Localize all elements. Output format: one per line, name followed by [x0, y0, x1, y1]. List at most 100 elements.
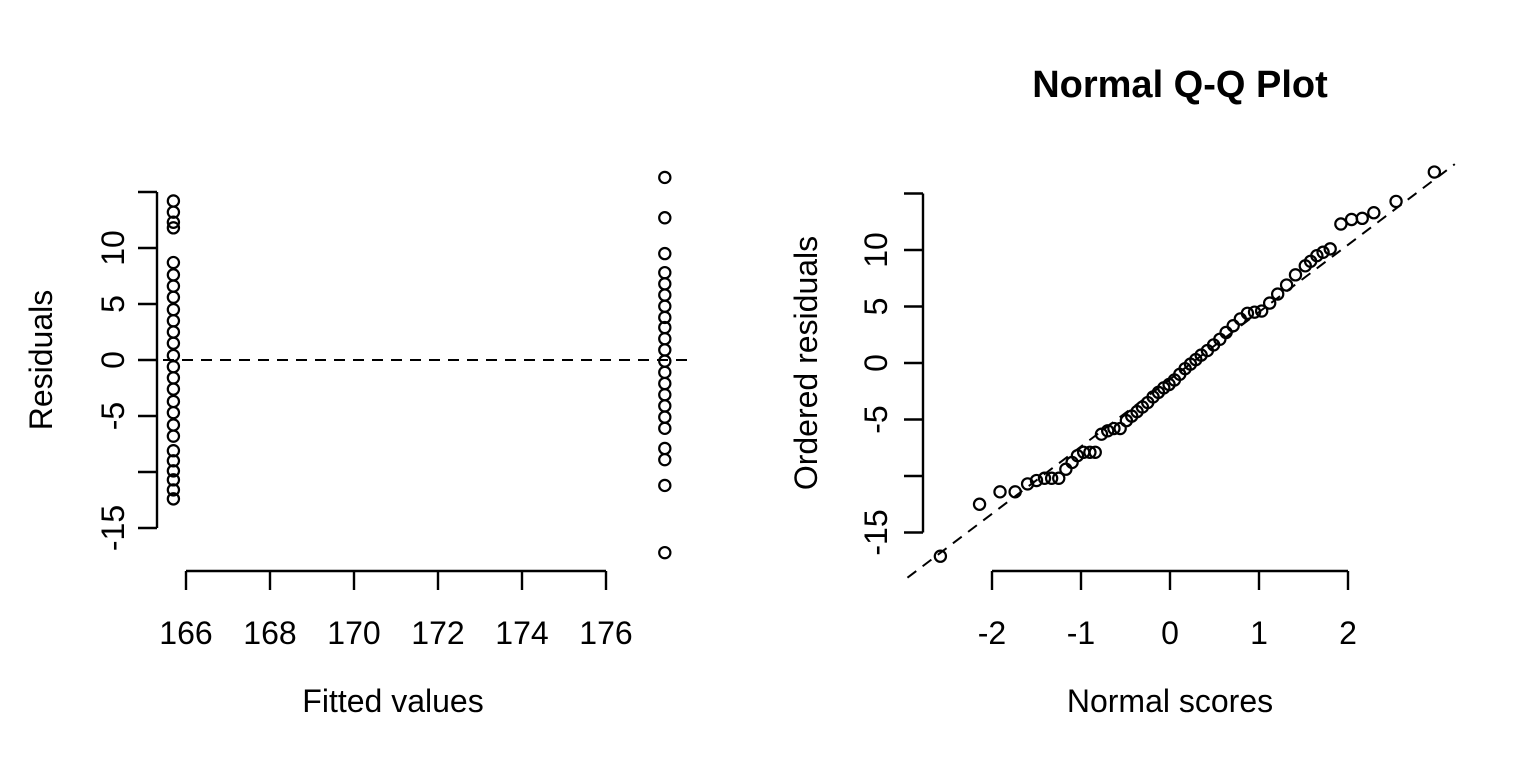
- residuals-vs-fitted-data-point: [166, 429, 181, 443]
- normal-qq-data-point: [1059, 462, 1073, 476]
- normal-qq-y-tick-label: -15: [858, 509, 894, 555]
- residuals-vs-fitted-data-point: [166, 483, 181, 497]
- normal-qq-data-point: [1323, 242, 1337, 256]
- normal-qq-data-point: [1427, 165, 1442, 179]
- residuals-vs-fitted-data-point: [166, 314, 181, 328]
- residuals-vs-fitted-data-point: [658, 399, 672, 413]
- normal-qq-title: Normal Q-Q Plot: [1032, 64, 1328, 106]
- normal-qq-data-point: [1279, 278, 1294, 292]
- normal-qq-data-point: [1008, 485, 1022, 499]
- normal-qq-x-tick-label: 2: [1339, 615, 1357, 651]
- normal-qq-data-point: [1107, 421, 1121, 436]
- residuals-vs-fitted-x-axis-title: Fitted values: [302, 683, 483, 719]
- residuals-vs-fitted-data-point: [658, 421, 672, 436]
- residuals-vs-fitted-data-point: [166, 336, 181, 350]
- residuals-vs-fitted-data-point: [166, 382, 181, 396]
- residuals-vs-fitted-data-point: [658, 365, 672, 380]
- residuals-vs-fitted-data-point: [658, 170, 672, 185]
- residuals-vs-fitted-x-tick-label: 174: [495, 615, 548, 651]
- residuals-vs-fitted-data-point: [658, 410, 672, 424]
- residuals-vs-fitted-x-tick-label: 168: [243, 615, 296, 651]
- residuals-vs-fitted-x-tick-label: 176: [579, 615, 632, 651]
- residuals-vs-fitted-data-point: [166, 371, 181, 385]
- normal-qq-data-point: [1226, 319, 1240, 333]
- normal-qq-data-point: [1355, 211, 1369, 226]
- residuals-vs-fitted-y-tick-label: -5: [95, 402, 131, 430]
- residuals-vs-fitted-y-tick-label: 10: [95, 230, 131, 266]
- normal-qq-data-point: [1088, 445, 1102, 459]
- residuals-vs-fitted-data-point: [658, 277, 672, 291]
- residuals-vs-fitted-y-tick-label: 0: [95, 351, 131, 369]
- residuals-vs-fitted-data-point: [658, 310, 672, 325]
- residuals-vs-fitted-data-point: [658, 478, 672, 493]
- residuals-vs-fitted-data-point: [658, 376, 672, 391]
- residuals-vs-fitted-data-point: [166, 464, 181, 478]
- normal-qq-x-tick-label: 1: [1250, 615, 1268, 651]
- normal-qq-data-point: [1389, 194, 1403, 209]
- normal-qq-data-point: [1029, 473, 1044, 488]
- normal-qq-x-axis-title: Normal scores: [1067, 683, 1273, 719]
- residuals-vs-fitted-x-tick-label: 166: [159, 615, 212, 651]
- residuals-vs-fitted-data-point: [658, 265, 672, 280]
- normal-qq-data-point: [1334, 217, 1348, 231]
- residuals-vs-fitted-data-point: [658, 343, 672, 357]
- normal-qq-data-point: [1219, 325, 1233, 340]
- residuals-vs-fitted-data-point: [166, 492, 181, 506]
- normal-qq-data-point: [1044, 471, 1059, 485]
- normal-qq-data-point: [1247, 305, 1262, 319]
- normal-qq-data-point: [1262, 296, 1277, 310]
- normal-qq-y-tick-label: 5: [858, 298, 894, 316]
- normal-qq-data-point: [972, 497, 987, 511]
- residuals-vs-fitted-data-point: [166, 279, 181, 293]
- residuals-vs-fitted-data-point: [658, 332, 672, 346]
- residuals-vs-fitted-data-point: [166, 405, 181, 420]
- residuals-vs-fitted-data-point: [166, 302, 181, 317]
- residuals-vs-fitted-data-point: [658, 388, 672, 402]
- normal-qq-data-point: [1100, 424, 1115, 438]
- residuals-vs-fitted-data-point: [658, 211, 672, 225]
- residuals-vs-fitted-data-point: [166, 221, 181, 235]
- normal-qq-y-tick-label: -5: [858, 405, 894, 433]
- residuals-vs-fitted-data-point: [658, 545, 672, 560]
- normal-qq-data-point: [933, 549, 948, 563]
- normal-qq-data-point: [1270, 287, 1285, 301]
- residuals-vs-fitted-data-point: [166, 325, 181, 339]
- residuals-vs-fitted-data-point: [166, 418, 181, 432]
- normal-qq-data-point: [1083, 445, 1097, 459]
- residuals-vs-fitted-x-tick-label: 170: [327, 615, 380, 651]
- residuals-vs-fitted-data-point: [166, 454, 181, 468]
- residuals-vs-fitted-y-axis-title: Residuals: [23, 290, 59, 431]
- residuals-vs-fitted-data-point: [166, 444, 181, 458]
- normal-qq-x-tick-label: 0: [1161, 615, 1179, 651]
- normal-qq-data-point: [1037, 471, 1052, 485]
- normal-qq-x-tick-label: -1: [1067, 615, 1095, 651]
- residuals-vs-fitted-data-point: [658, 246, 672, 261]
- residuals-vs-fitted-y-tick-label: -15: [95, 505, 131, 551]
- normal-qq-y-tick-label: 0: [858, 354, 894, 372]
- residuals-vs-fitted-data-point: [166, 290, 181, 304]
- residuals-vs-fitted-data-point: [166, 268, 181, 282]
- normal-qq-data-point: [1316, 245, 1330, 259]
- normal-qq-data-point: [1052, 471, 1066, 485]
- normal-qq-data-point: [1288, 268, 1303, 282]
- normal-qq-data-point: [1240, 306, 1255, 320]
- normal-qq-data-point: [1344, 212, 1359, 227]
- normal-qq-data-point: [1367, 206, 1381, 220]
- residuals-vs-fitted-data-point: [658, 354, 672, 368]
- normal-qq-y-axis-title: Ordered residuals: [788, 236, 824, 490]
- residuals-vs-fitted-data-point: [658, 288, 672, 302]
- residuals-vs-fitted-y-tick-label: 5: [95, 295, 131, 313]
- residuals-vs-fitted-data-point: [166, 215, 181, 229]
- residuals-vs-fitted-data-point: [166, 394, 181, 409]
- residuals-vs-fitted-data-point: [166, 473, 181, 487]
- residuals-vs-fitted-data-point: [658, 452, 672, 467]
- residuals-vs-fitted-data-point: [166, 194, 181, 208]
- residuals-vs-fitted-data-point: [658, 299, 672, 313]
- residuals-vs-fitted-x-tick-label: 172: [411, 615, 464, 651]
- residuals-vs-fitted-data-point: [166, 360, 181, 374]
- residuals-vs-fitted-data-point: [166, 205, 181, 219]
- normal-qq-data-point: [993, 485, 1007, 499]
- normal-qq-data-point: [1254, 304, 1269, 318]
